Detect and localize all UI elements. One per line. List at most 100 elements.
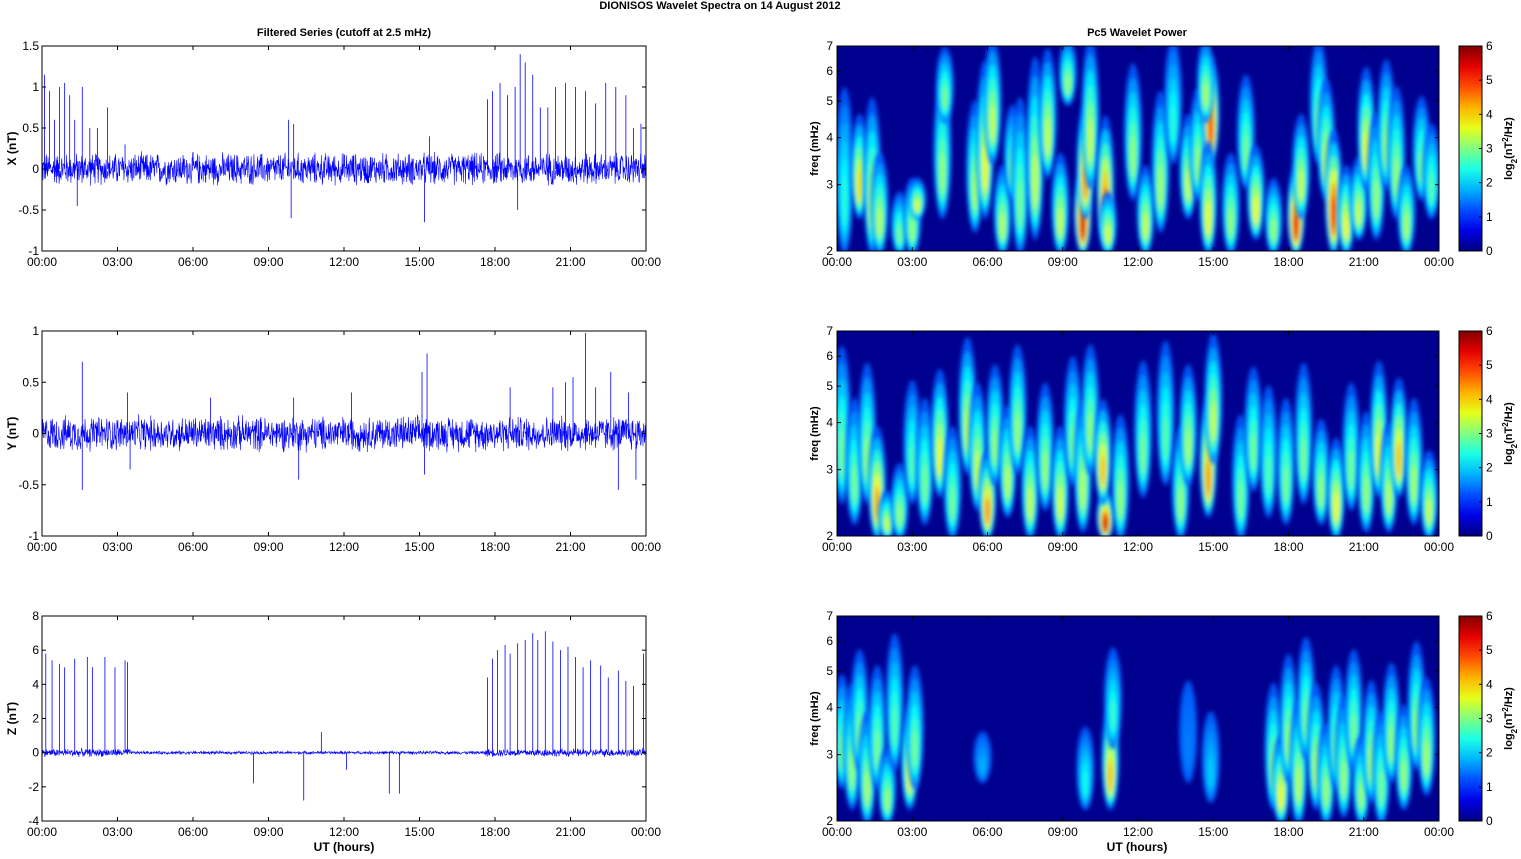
power-peak xyxy=(1327,437,1346,536)
colorbar-tick-label: 6 xyxy=(1486,39,1493,53)
x-tick-label: 09:00 xyxy=(253,255,283,269)
colorbar: 0 1 2 3 4 5 6 log2(nT2/Hz) xyxy=(1458,609,1519,828)
power-peak xyxy=(1264,177,1283,251)
power-peak xyxy=(1026,56,1045,241)
y-tick-label: 0 xyxy=(32,746,39,760)
x-tick-label: 09:00 xyxy=(1048,825,1078,839)
x-tick-label: 21:00 xyxy=(555,540,585,554)
x-tick-label: 12:00 xyxy=(329,540,359,554)
x-tick-label: 03:00 xyxy=(102,540,132,554)
y-tick-label: 2 xyxy=(32,712,39,726)
y-axis-label: freq (mHz) xyxy=(809,691,821,746)
y-tick-label: 3 xyxy=(826,178,833,192)
y-tick-label: 7 xyxy=(826,609,833,623)
x-tick-label: 18:00 xyxy=(480,825,510,839)
power-peak xyxy=(1134,360,1153,499)
y-tick-label: 1.5 xyxy=(22,39,39,53)
power-peak xyxy=(1058,46,1077,107)
y-tick-label: -1 xyxy=(28,529,39,543)
colorbar-tick-label: 3 xyxy=(1486,712,1493,726)
power-peak xyxy=(1036,382,1055,512)
y-tick-label: 2 xyxy=(826,244,833,258)
power-peak xyxy=(1011,97,1030,251)
left-xlabel: UT (hours) xyxy=(314,840,375,854)
series-panel-2: -4 -2 0 2 4 6 8 00:00 03:00 06:00 09:00 12:00 15:00 1… xyxy=(5,609,661,839)
power-peak xyxy=(1294,362,1313,505)
power-peak xyxy=(1164,46,1183,165)
power-peak xyxy=(983,46,1002,165)
series-trace xyxy=(41,414,647,453)
colorbar-tick-label: 1 xyxy=(1486,210,1493,224)
power-peak xyxy=(1312,418,1331,526)
x-tick-label: 06:00 xyxy=(178,540,208,554)
power-peak xyxy=(1201,711,1220,804)
y-tick-label: 2 xyxy=(826,529,833,543)
power-peak xyxy=(1259,385,1278,519)
x-tick-label: 00:00 xyxy=(631,825,661,839)
colorbar-tick-label: 5 xyxy=(1486,643,1493,657)
x-tick-label: 21:00 xyxy=(1349,255,1379,269)
x-tick-label: 00:00 xyxy=(631,255,661,269)
colorbar: 0 1 2 3 4 5 6 log2(nT2/Hz) xyxy=(1458,324,1519,543)
power-peak xyxy=(1021,425,1040,536)
y-tick-label: 4 xyxy=(826,416,833,430)
power-peak xyxy=(1307,682,1326,811)
power-peak xyxy=(885,633,904,771)
colorbar-tick-label: 0 xyxy=(1486,529,1493,543)
power-peak xyxy=(905,665,924,790)
x-tick-label: 06:00 xyxy=(972,825,1002,839)
x-tick-label: 18:00 xyxy=(480,255,510,269)
x-tick-label: 12:00 xyxy=(329,255,359,269)
x-tick-label: 18:00 xyxy=(1273,540,1303,554)
x-tick-label: 15:00 xyxy=(404,255,434,269)
x-tick-label: 06:00 xyxy=(178,255,208,269)
power-peak xyxy=(1096,490,1115,536)
colorbar-tick-label: 5 xyxy=(1486,73,1493,87)
y-tick-label: -0.5 xyxy=(18,478,39,492)
y-axis-label: freq (mHz) xyxy=(809,121,821,176)
power-peak xyxy=(1276,397,1295,526)
x-tick-label: 06:00 xyxy=(972,255,1002,269)
power-peak xyxy=(915,397,934,526)
y-tick-label: 3 xyxy=(826,463,833,477)
y-tick-label: -4 xyxy=(28,814,39,828)
power-peak xyxy=(1136,165,1155,251)
power-peak xyxy=(1367,112,1386,241)
x-tick-label: 03:00 xyxy=(102,825,132,839)
series-panel-1: -1 -0.5 0 0.5 1 00:00 03:00 06:00 09:00 12:00 15:0… xyxy=(5,324,661,554)
x-tick-label: 21:00 xyxy=(555,255,585,269)
y-tick-label: -1 xyxy=(28,244,39,258)
x-tick-label: 12:00 xyxy=(1123,825,1153,839)
colorbar-tick-label: 5 xyxy=(1486,358,1493,372)
power-peak xyxy=(1081,46,1100,190)
colorbar-tick-label: 0 xyxy=(1486,244,1493,258)
x-tick-label: 03:00 xyxy=(897,255,927,269)
power-peak xyxy=(1292,113,1311,220)
x-tick-label: 15:00 xyxy=(404,825,434,839)
y-tick-label: 1 xyxy=(32,80,39,94)
power-peak xyxy=(1389,377,1408,499)
power-peak xyxy=(1397,165,1416,251)
colorbar-gradient xyxy=(1458,45,1483,252)
power-peak xyxy=(837,87,854,251)
x-tick-label: 00:00 xyxy=(631,540,661,554)
y-tick-label: 8 xyxy=(32,609,39,623)
power-peak xyxy=(1093,398,1112,505)
power-peak xyxy=(1008,344,1027,475)
x-tick-label: 15:00 xyxy=(1198,540,1228,554)
figure-title: DIONISOS Wavelet Spectra on 14 August 20… xyxy=(599,0,840,12)
x-tick-label: 00:00 xyxy=(27,825,57,839)
y-tick-label: 6 xyxy=(826,634,833,648)
y-axis-label: X (nT) xyxy=(5,132,19,166)
colorbar-tick-label: 4 xyxy=(1486,392,1493,406)
power-peak xyxy=(935,46,954,124)
y-axis-label: freq (mHz) xyxy=(809,406,821,461)
y-tick-label: 3 xyxy=(826,748,833,762)
x-tick-label: 06:00 xyxy=(178,825,208,839)
power-peak xyxy=(1123,63,1142,201)
y-tick-label: 6 xyxy=(32,643,39,657)
y-axis-label: Y (nT) xyxy=(5,417,19,451)
x-tick-label: 09:00 xyxy=(253,540,283,554)
power-peak xyxy=(908,177,927,220)
